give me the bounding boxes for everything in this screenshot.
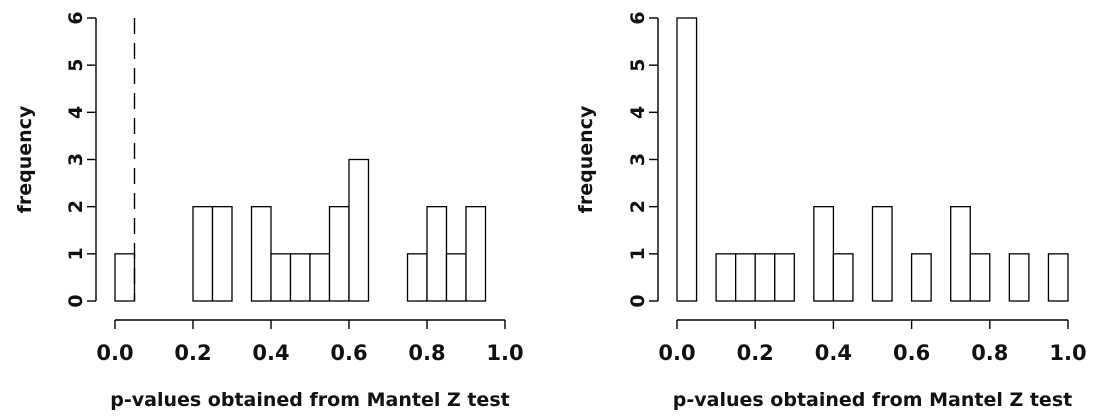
left-x-axis-title: p-values obtained from Mantel Z test bbox=[110, 389, 509, 411]
right-bar-15 bbox=[969, 253, 991, 302]
right-bar-17 bbox=[1008, 253, 1030, 302]
right-bar-14 bbox=[950, 206, 971, 302]
left-bar-4 bbox=[192, 206, 214, 302]
left-bar-10 bbox=[309, 253, 331, 302]
left-y-axis-title: frequency bbox=[14, 105, 36, 213]
right-x-axis-title: p-values obtained from Mantel Z test bbox=[673, 389, 1072, 411]
right-y-tick-label: 3 bbox=[627, 153, 649, 166]
right-y-tick-label: 1 bbox=[627, 247, 649, 260]
right-bar-2 bbox=[715, 253, 737, 302]
left-x-tick-label: 0.4 bbox=[252, 341, 289, 365]
left-bar-16 bbox=[426, 206, 448, 302]
left-x-tick-label: 0.8 bbox=[408, 341, 445, 365]
left-bar-12 bbox=[348, 158, 370, 302]
right-x-tick-label: 1.0 bbox=[1049, 341, 1086, 365]
left-histogram-panel: 0 1 2 3 4 5 6 0.0 0.2 0.4 0.6 0.8 1.0 p-values obtain… bbox=[14, 11, 524, 411]
left-bar-11 bbox=[328, 206, 350, 302]
left-bar-8 bbox=[270, 253, 292, 302]
right-y-tick-label: 0 bbox=[627, 294, 649, 307]
right-bar-19 bbox=[1047, 253, 1069, 302]
right-bar-12 bbox=[910, 253, 932, 302]
right-y-tick-label: 4 bbox=[627, 106, 649, 119]
right-x-tick-label: 0.4 bbox=[815, 341, 852, 365]
right-x-tick-label: 0.6 bbox=[893, 341, 930, 365]
right-y-tick-label: 2 bbox=[627, 200, 649, 213]
left-bar-9 bbox=[289, 253, 311, 302]
left-y-tick-label: 0 bbox=[65, 294, 87, 307]
left-bar-17 bbox=[445, 253, 467, 302]
left-y-tick-label: 1 bbox=[65, 247, 87, 260]
left-x-tick-label: 0.6 bbox=[330, 341, 367, 365]
left-x-tick-label: 0.0 bbox=[96, 341, 133, 365]
right-bar-0 bbox=[676, 17, 698, 302]
left-y-tick-label: 6 bbox=[65, 11, 87, 24]
right-bar-5 bbox=[774, 253, 795, 302]
right-bar-10 bbox=[871, 206, 893, 302]
left-y-tick-label: 4 bbox=[65, 106, 87, 119]
left-bar-7 bbox=[250, 206, 272, 302]
right-y-tick-label: 6 bbox=[627, 11, 649, 24]
right-y-axis-title: frequency bbox=[575, 105, 597, 213]
right-x-tick-label: 0.8 bbox=[971, 341, 1008, 365]
right-histogram-panel: 0 1 2 3 4 5 6 0.0 0.2 0.4 0.6 0.8 1.0 p-values obtain… bbox=[575, 11, 1087, 411]
left-x-tick-label: 1.0 bbox=[486, 341, 523, 365]
right-bar-7 bbox=[813, 206, 835, 302]
right-x-tick-label: 0.0 bbox=[658, 341, 695, 365]
left-y-tick-label: 2 bbox=[65, 200, 87, 213]
left-bar-18 bbox=[465, 206, 487, 302]
right-bar-3 bbox=[735, 253, 756, 302]
right-y-tick-label: 5 bbox=[627, 59, 649, 72]
left-y-tick-label: 3 bbox=[65, 153, 87, 166]
left-bar-0 bbox=[114, 253, 136, 302]
right-x-tick-label: 0.2 bbox=[737, 341, 774, 365]
right-bar-8 bbox=[832, 253, 854, 302]
left-bar-15 bbox=[406, 253, 428, 302]
left-y-tick-label: 5 bbox=[65, 59, 87, 72]
left-bar-5 bbox=[211, 206, 233, 302]
left-x-tick-label: 0.2 bbox=[174, 341, 211, 365]
right-bar-4 bbox=[754, 253, 776, 302]
